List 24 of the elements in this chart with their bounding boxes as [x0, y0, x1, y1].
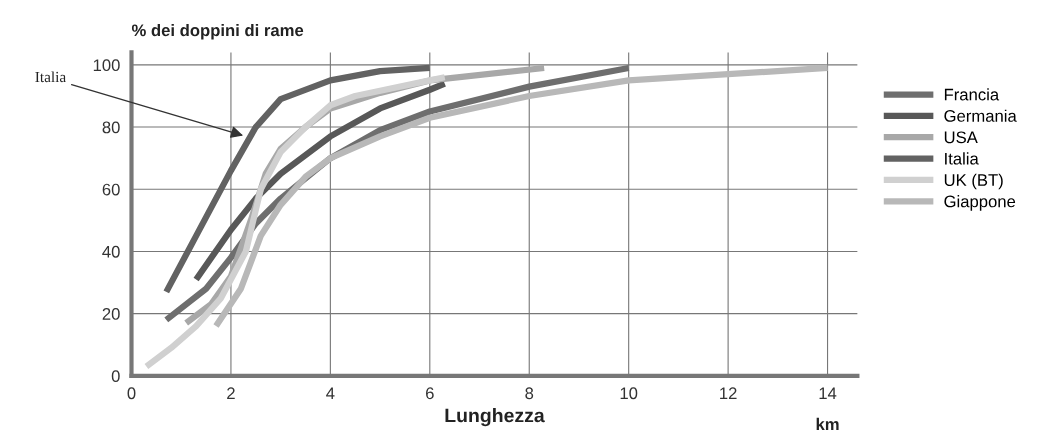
- legend-label: USA: [944, 131, 978, 144]
- x-axis-title: Lunghezza: [445, 408, 545, 427]
- x-tick-label: 14: [819, 387, 837, 400]
- legend-label: Germania: [944, 109, 1017, 122]
- x-tick-label: 0: [127, 387, 136, 400]
- y-tick-label: 80: [102, 121, 120, 134]
- y-tick-label: 40: [102, 245, 120, 258]
- x-tick-label: 12: [720, 387, 737, 400]
- y-tick-label: 0: [111, 370, 120, 383]
- legend-label: UK (BT): [944, 173, 1003, 190]
- x-tick-label: 8: [525, 387, 534, 400]
- y-axis-title: % dei doppini di rame: [131, 23, 304, 40]
- legend-label: Giappone: [944, 195, 1016, 211]
- x-tick-label: 4: [326, 387, 335, 400]
- text: km: [816, 417, 839, 430]
- x-tick-label: 6: [426, 387, 434, 400]
- annotation: Italia: [35, 71, 66, 83]
- legend-label: Italia: [945, 152, 979, 165]
- y-tick-label: 100: [93, 59, 120, 72]
- y-tick-label: 60: [102, 183, 120, 196]
- y-tick-label: 20: [102, 308, 120, 320]
- x-tick-label: 10: [620, 387, 638, 400]
- x-tick-label: 2: [227, 387, 235, 400]
- legend-label: Francia: [944, 88, 1000, 101]
